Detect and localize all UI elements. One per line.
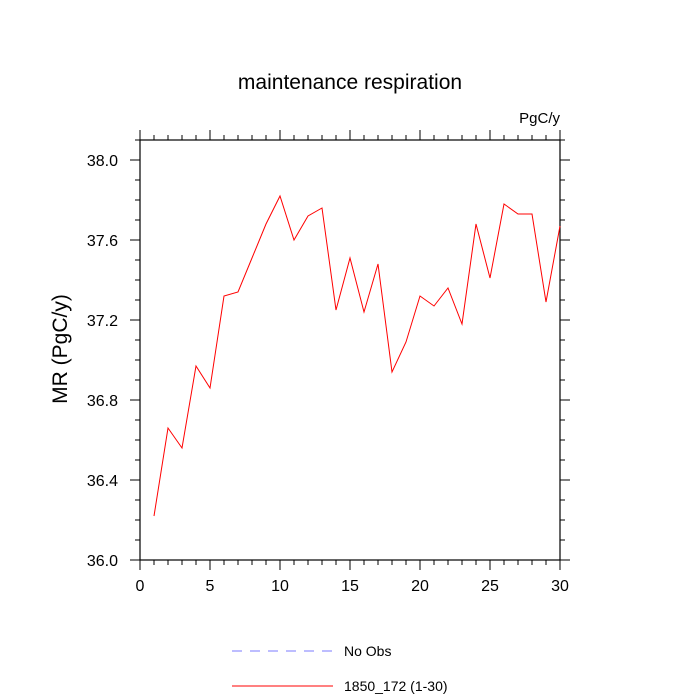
axis-ticks xyxy=(130,130,570,570)
y-tick-label: 37.2 xyxy=(87,313,118,330)
legend-label: 1850_172 (1-30) xyxy=(344,678,448,694)
units-label: PgC/y xyxy=(519,110,560,127)
legend-label: No Obs xyxy=(344,643,391,659)
series-line xyxy=(153,194,561,517)
x-tick-label: 5 xyxy=(206,578,215,595)
y-tick-label: 36.4 xyxy=(87,473,118,490)
x-tick-label: 20 xyxy=(411,578,429,595)
x-tick-label: 30 xyxy=(551,578,569,595)
chart-title: maintenance respiration xyxy=(238,71,462,94)
y-tick-label: 36.8 xyxy=(87,393,118,410)
y-tick-label: 36.0 xyxy=(87,553,118,570)
y-axis-label: MR (PgC/y) xyxy=(49,294,72,404)
tick-labels: 0 5 10 15 20 25 30 36.0 36.4 36.8 37.2 37.6 38.0 xyxy=(87,153,569,595)
y-tick-label: 37.6 xyxy=(87,233,118,250)
x-tick-label: 25 xyxy=(481,578,499,595)
y-tick-label: 38.0 xyxy=(87,153,118,170)
x-tick-label: 0 xyxy=(136,578,145,595)
series-group xyxy=(153,194,561,517)
legend: No Obs 1850_172 (1-30) xyxy=(232,643,448,694)
x-tick-label: 10 xyxy=(271,578,289,595)
plot-frame xyxy=(139,139,561,561)
x-tick-label: 15 xyxy=(341,578,359,595)
